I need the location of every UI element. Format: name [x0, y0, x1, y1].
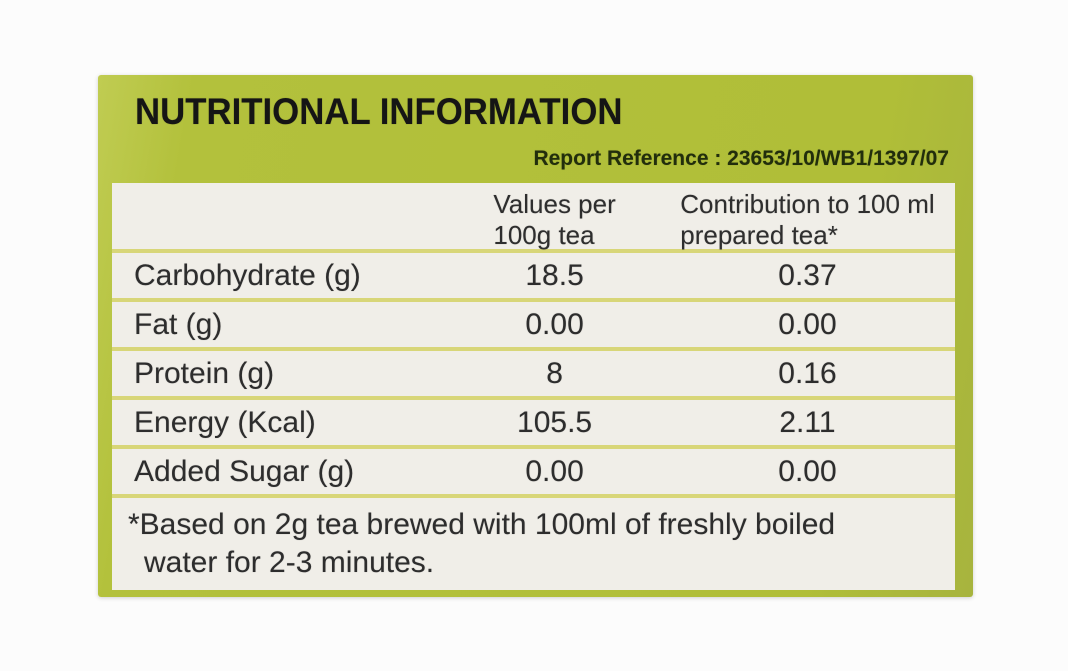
column-header-blank [112, 183, 449, 189]
row-value-per-100g: 18.5 [525, 258, 584, 292]
table-row-energy: Energy (Kcal) 105.5 2.11 [112, 400, 955, 449]
column-header-values-per-100g: Values per 100g tea [449, 183, 660, 251]
row-value-per-100g: 8 [546, 356, 563, 390]
row-label: Energy (Kcal) [134, 405, 316, 439]
table-row-added-sugar: Added Sugar (g) 0.00 0.00 [112, 449, 955, 498]
row-value-per-100ml: 0.16 [778, 356, 837, 390]
row-label: Protein (g) [134, 356, 275, 390]
nutrition-label-title: NUTRITIONAL INFORMATION [135, 91, 623, 132]
column-header-contribution-100ml: Contribution to 100 ml prepared tea* [660, 183, 955, 251]
row-value-per-100ml: 2.11 [779, 405, 836, 439]
table-row-fat: Fat (g) 0.00 0.00 [112, 302, 955, 351]
column-header-contribution-100ml-label: Contribution to 100 ml prepared tea* [680, 189, 935, 250]
table-header-row: Values per 100g tea Contribution to 100 … [112, 183, 955, 253]
row-label: Carbohydrate (g) [134, 258, 361, 292]
nutrition-label: NUTRITIONAL INFORMATION Report Reference… [98, 75, 973, 597]
row-value-per-100g: 0.00 [525, 307, 584, 341]
table-row-carbohydrate: Carbohydrate (g) 18.5 0.37 [112, 253, 955, 302]
row-label: Added Sugar (g) [134, 454, 355, 488]
brewing-footnote: *Based on 2g tea brewed with 100ml of fr… [128, 508, 836, 579]
row-value-per-100g: 0.00 [525, 454, 584, 488]
row-label: Fat (g) [134, 307, 223, 341]
report-reference: Report Reference : 23653/10/WB1/1397/07 [533, 147, 949, 170]
row-value-per-100ml: 0.00 [778, 454, 837, 488]
column-header-values-per-100g-label: Values per 100g tea [493, 189, 616, 250]
row-value-per-100g: 105.5 [517, 405, 593, 439]
row-value-per-100ml: 0.37 [778, 258, 837, 292]
row-value-per-100ml: 0.00 [778, 307, 837, 341]
nutrition-table: Values per 100g tea Contribution to 100 … [112, 183, 955, 590]
table-row-protein: Protein (g) 8 0.16 [112, 351, 955, 400]
